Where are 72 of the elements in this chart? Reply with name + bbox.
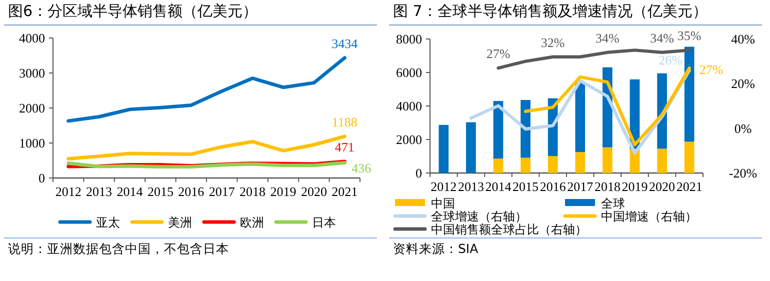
bar [684,46,694,142]
x-tick-label: 2013 [86,184,112,199]
x-tick-label: 2015 [147,184,174,199]
x-tick-label: 2012 [55,184,82,199]
x-tick-label: 2017 [208,184,236,199]
bar [520,158,530,173]
x-tick-label: 2018 [594,179,620,194]
legend-label: 全球 [601,196,625,210]
bar [575,82,586,152]
y-tick-label: 6000 [396,65,422,80]
bar [548,156,558,173]
text: 资料来源：SIA [393,241,479,256]
bar [493,100,504,159]
bar [602,147,612,173]
y-tick-label: 3000 [19,66,45,80]
x-tick-label: 2014 [116,184,144,199]
line-series [524,66,691,146]
y-tick-label: 8000 [396,32,422,46]
y2-tick-label: 40% [731,32,756,46]
data-label: 26% [658,52,683,68]
bar [438,124,449,173]
data-label: 27% [486,46,510,62]
x-tick-label: 2015 [512,179,539,194]
x-tick-label: 2018 [240,184,266,199]
chart-title: 图6：分区域半导体销售额（亿美元） [8,2,258,20]
data-label: 34% [650,30,674,46]
data-label: 471 [334,140,354,155]
y-tick-label: 4000 [396,98,422,114]
legend-label: 亚太 [96,216,120,230]
bar [493,158,504,173]
legend-label: 美洲 [168,216,192,230]
data-label: 34% [596,30,620,46]
legend-label: 全球增速（右轴） [431,210,527,224]
legend-label: 日本 [312,216,336,230]
legend-label: 中国销售额全球占比（右轴） [431,222,587,236]
data-label: 436 [352,160,372,176]
data-label: 35% [677,28,702,44]
x-tick-label: 2020 [649,179,676,194]
data-label: 32% [540,34,565,50]
bar [466,122,476,173]
x-tick-label: 2012 [430,179,457,194]
x-tick-label: 2016 [540,179,566,194]
x-tick-label: 2013 [458,179,484,194]
y-tick-label: 2000 [19,100,45,116]
bar [684,142,694,173]
y2-tick-label: 20% [731,76,756,92]
x-tick-label: 2014 [485,179,512,194]
x-tick-label: 2016 [178,184,205,199]
text: 说明：亚洲数据包含中国，不包含日本 [8,241,229,256]
y-tick-label: 4000 [19,30,45,46]
y-tick-label: 1000 [19,136,45,150]
legend-label: 中国 [431,196,455,210]
y-tick-label: 2000 [396,132,422,147]
bar [657,148,667,173]
bar [575,152,586,173]
data-label: 1188 [332,114,358,130]
bar [520,100,530,158]
x-tick-label: 2019 [622,179,648,194]
y-tick-label: 0 [416,166,422,180]
x-tick-label: 2021 [676,179,702,194]
legend-label: 欧洲 [240,216,264,230]
legend-label: 中国增速（右轴） [601,210,697,224]
chart-title: 图 7：全球半导体销售额及增速情况（亿美元） [393,2,708,20]
data-label: 3434 [332,36,358,51]
x-tick-label: 2019 [270,184,296,199]
x-tick-label: 2020 [300,184,327,199]
y2-tick-label: 0% [734,120,752,136]
data-label: 27% [699,62,724,78]
y2-tick-label: -20% [728,166,758,180]
x-tick-label: 2021 [332,184,358,199]
x-tick-label: 2017 [567,179,594,194]
y-tick-label: 0 [38,170,45,186]
